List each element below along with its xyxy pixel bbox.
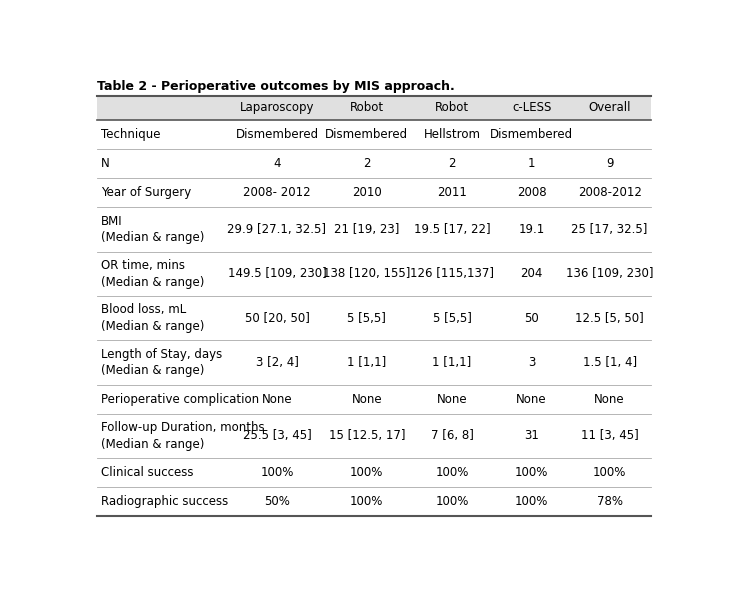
Text: 100%: 100% [515,466,548,479]
Text: None: None [261,393,292,406]
Text: OR time, mins
(Median & range): OR time, mins (Median & range) [101,259,204,288]
Text: 100%: 100% [350,466,383,479]
Text: 15 [12.5, 17]: 15 [12.5, 17] [328,429,405,442]
Text: Dismembered: Dismembered [490,128,573,141]
Text: 25.5 [3, 45]: 25.5 [3, 45] [242,429,312,442]
Text: 9: 9 [606,157,613,170]
Text: Length of Stay, days
(Median & range): Length of Stay, days (Median & range) [101,348,222,377]
Text: 3: 3 [528,356,535,369]
Text: Clinical success: Clinical success [101,466,193,479]
Text: 29.9 [27.1, 32.5]: 29.9 [27.1, 32.5] [228,223,326,236]
Text: 2: 2 [363,157,371,170]
Text: 5 [5,5]: 5 [5,5] [347,312,386,324]
Text: None: None [594,393,625,406]
Text: Blood loss, mL
(Median & range): Blood loss, mL (Median & range) [101,304,204,333]
Text: Overall: Overall [588,101,631,114]
Text: Year of Surgery: Year of Surgery [101,186,191,200]
Text: 12.5 [5, 50]: 12.5 [5, 50] [575,312,644,324]
Text: 1 [1,1]: 1 [1,1] [432,356,472,369]
Text: 11 [3, 45]: 11 [3, 45] [581,429,639,442]
Text: Follow-up Duration, months
(Median & range): Follow-up Duration, months (Median & ran… [101,422,264,451]
Text: 204: 204 [520,268,543,280]
Text: None: None [351,393,382,406]
Text: 149.5 [109, 230]: 149.5 [109, 230] [228,268,326,280]
Text: 1 [1,1]: 1 [1,1] [347,356,386,369]
Text: 100%: 100% [435,466,469,479]
Text: 21 [19, 23]: 21 [19, 23] [334,223,399,236]
Text: 4: 4 [273,157,281,170]
Text: 2008- 2012: 2008- 2012 [243,186,311,200]
Text: Robot: Robot [350,101,384,114]
Text: 25 [17, 32.5]: 25 [17, 32.5] [572,223,648,236]
Text: 7 [6, 8]: 7 [6, 8] [431,429,474,442]
Text: 2008: 2008 [517,186,547,200]
Text: 2008-2012: 2008-2012 [577,186,642,200]
Text: Robot: Robot [435,101,469,114]
Text: Radiographic success: Radiographic success [101,495,228,508]
Text: Hellstrom: Hellstrom [423,128,480,141]
Text: 78%: 78% [596,495,623,508]
Text: 100%: 100% [261,466,293,479]
Text: BMI
(Median & range): BMI (Median & range) [101,215,204,244]
Text: N: N [101,157,110,170]
Text: 19.5 [17, 22]: 19.5 [17, 22] [414,223,491,236]
Text: 126 [115,137]: 126 [115,137] [410,268,494,280]
Text: Perioperative complication: Perioperative complication [101,393,258,406]
Text: Technique: Technique [101,128,160,141]
Text: Dismembered: Dismembered [325,128,408,141]
Text: 50: 50 [524,312,539,324]
Text: 1.5 [1, 4]: 1.5 [1, 4] [583,356,637,369]
Text: 100%: 100% [515,495,548,508]
Text: 3 [2, 4]: 3 [2, 4] [255,356,299,369]
Text: 50 [20, 50]: 50 [20, 50] [245,312,310,324]
Text: None: None [437,393,467,406]
Text: 2011: 2011 [437,186,467,200]
Text: 138 [120, 155]: 138 [120, 155] [323,268,410,280]
Text: Laparoscopy: Laparoscopy [239,101,314,114]
Bar [97,96,651,120]
Text: 31: 31 [524,429,539,442]
Text: 50%: 50% [264,495,290,508]
Text: 136 [109, 230]: 136 [109, 230] [566,268,653,280]
Text: None: None [516,393,547,406]
Text: Dismembered: Dismembered [236,128,318,141]
Text: Table 2 - Perioperative outcomes by MIS approach.: Table 2 - Perioperative outcomes by MIS … [97,81,456,94]
Text: 1: 1 [528,157,535,170]
Text: 2010: 2010 [352,186,382,200]
Text: 2: 2 [448,157,456,170]
Text: 100%: 100% [593,466,626,479]
Text: 100%: 100% [435,495,469,508]
Text: 5 [5,5]: 5 [5,5] [433,312,472,324]
Text: 19.1: 19.1 [518,223,545,236]
Text: c-LESS: c-LESS [512,101,551,114]
Text: 100%: 100% [350,495,383,508]
